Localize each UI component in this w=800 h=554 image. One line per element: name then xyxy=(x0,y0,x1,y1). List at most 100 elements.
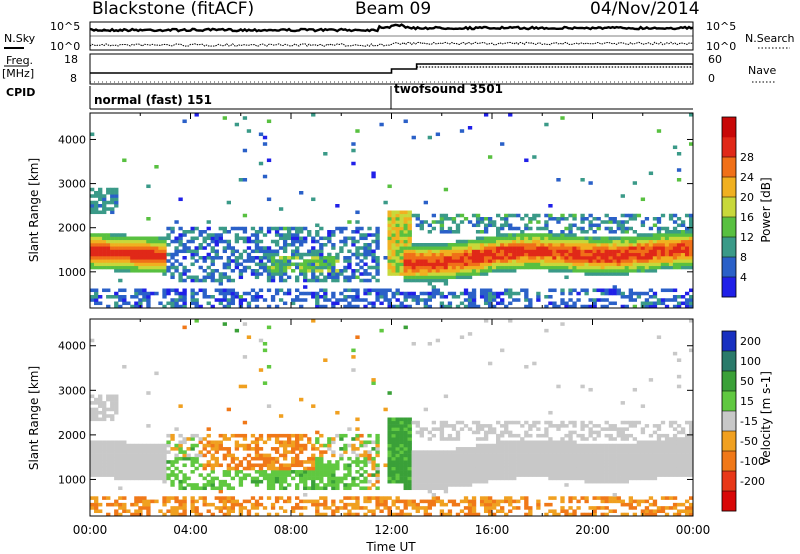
velocity-cell xyxy=(331,453,336,458)
velocity-cell xyxy=(556,512,561,517)
velocity-cell xyxy=(411,450,416,454)
power-cell xyxy=(604,236,609,241)
velocity-cell xyxy=(479,466,485,471)
power-cell xyxy=(668,288,674,293)
power-cell xyxy=(483,256,489,260)
velocity-cell xyxy=(282,450,288,454)
power-cell xyxy=(467,304,473,309)
power-cell xyxy=(600,259,605,263)
power-cell xyxy=(612,256,617,260)
power-cell xyxy=(688,239,694,244)
power-cell xyxy=(616,259,621,263)
velocity-cell xyxy=(644,463,650,468)
power-cell xyxy=(266,197,272,202)
velocity-cell xyxy=(90,440,95,445)
velocity-cell xyxy=(475,453,481,458)
power-cell xyxy=(391,291,396,296)
power-cell xyxy=(250,295,256,299)
velocity-cell xyxy=(439,486,445,491)
velocity-cell xyxy=(435,450,441,454)
power-cell xyxy=(214,288,219,293)
velocity-cell xyxy=(483,433,489,438)
velocity-cell xyxy=(114,473,119,477)
velocity-cell xyxy=(278,453,284,458)
power-cell xyxy=(226,275,231,280)
velocity-cell xyxy=(258,437,264,441)
power-cell xyxy=(307,265,312,270)
power-cell xyxy=(423,272,428,276)
velocity-cell xyxy=(218,440,223,445)
power-cell xyxy=(644,301,650,306)
power-cell xyxy=(459,249,465,254)
velocity-cell xyxy=(660,450,666,454)
velocity-cell xyxy=(572,473,577,477)
velocity-cell xyxy=(303,499,308,504)
power-cell xyxy=(278,246,284,250)
velocity-cell xyxy=(138,509,143,514)
power-cell xyxy=(648,249,654,254)
velocity-cell xyxy=(194,433,199,438)
power-cell xyxy=(604,220,609,224)
power-cell xyxy=(487,269,493,273)
power-cell xyxy=(608,301,613,306)
power-cell xyxy=(644,269,650,273)
velocity-cell xyxy=(439,456,445,461)
velocity-cell xyxy=(600,499,605,504)
velocity-cell xyxy=(303,486,308,491)
velocity-cell xyxy=(383,502,388,507)
power-cell xyxy=(387,236,392,241)
velocity-cell xyxy=(94,466,99,471)
power-cell xyxy=(644,249,650,254)
velocity-cell xyxy=(544,427,549,431)
power-cell xyxy=(327,256,332,260)
velocity-cell xyxy=(487,361,493,366)
velocity-cell xyxy=(471,470,477,474)
velocity-cell xyxy=(327,473,332,477)
velocity-cell xyxy=(315,466,320,471)
velocity-cell xyxy=(664,466,670,471)
velocity-cell xyxy=(403,470,408,474)
power-cell xyxy=(512,256,517,260)
power-cell xyxy=(528,217,533,221)
velocity-cell xyxy=(423,460,428,464)
power-cell xyxy=(387,252,392,257)
power-cell xyxy=(407,265,412,270)
power-cell xyxy=(250,272,256,276)
power-cell xyxy=(90,262,95,267)
velocity-cell xyxy=(492,466,497,471)
velocity-cell xyxy=(572,424,577,428)
velocity-cell xyxy=(664,496,670,500)
power-cell xyxy=(608,246,613,250)
power-cell xyxy=(684,256,690,260)
velocity-cell xyxy=(648,509,654,514)
power-cell xyxy=(656,259,662,263)
velocity-cell xyxy=(423,453,428,458)
power-cell xyxy=(303,262,308,267)
power-cell xyxy=(516,252,521,257)
power-cell xyxy=(524,223,529,228)
velocity-cell xyxy=(323,450,328,454)
velocity-cell xyxy=(218,506,223,510)
velocity-cell xyxy=(660,473,666,477)
power-cell xyxy=(319,269,324,273)
power-cell xyxy=(258,288,264,293)
velocity-cell xyxy=(520,453,525,458)
power-cell xyxy=(178,226,183,231)
velocity-cell xyxy=(612,453,617,458)
power-cell xyxy=(512,239,517,244)
velocity-cell xyxy=(403,443,408,448)
velocity-cell xyxy=(536,499,541,504)
velocity-cell xyxy=(684,433,690,438)
velocity-cell xyxy=(170,512,175,517)
power-cell xyxy=(291,249,296,254)
power-cell xyxy=(616,256,621,260)
power-cell xyxy=(315,252,320,257)
power-cell xyxy=(234,249,240,254)
power-cell xyxy=(688,252,694,257)
velocity-cell xyxy=(664,456,670,461)
velocity-cell xyxy=(524,433,529,438)
velocity-cell xyxy=(548,437,553,441)
power-cell xyxy=(258,295,264,299)
velocity-cell xyxy=(624,460,629,464)
velocity-cell xyxy=(391,427,396,431)
